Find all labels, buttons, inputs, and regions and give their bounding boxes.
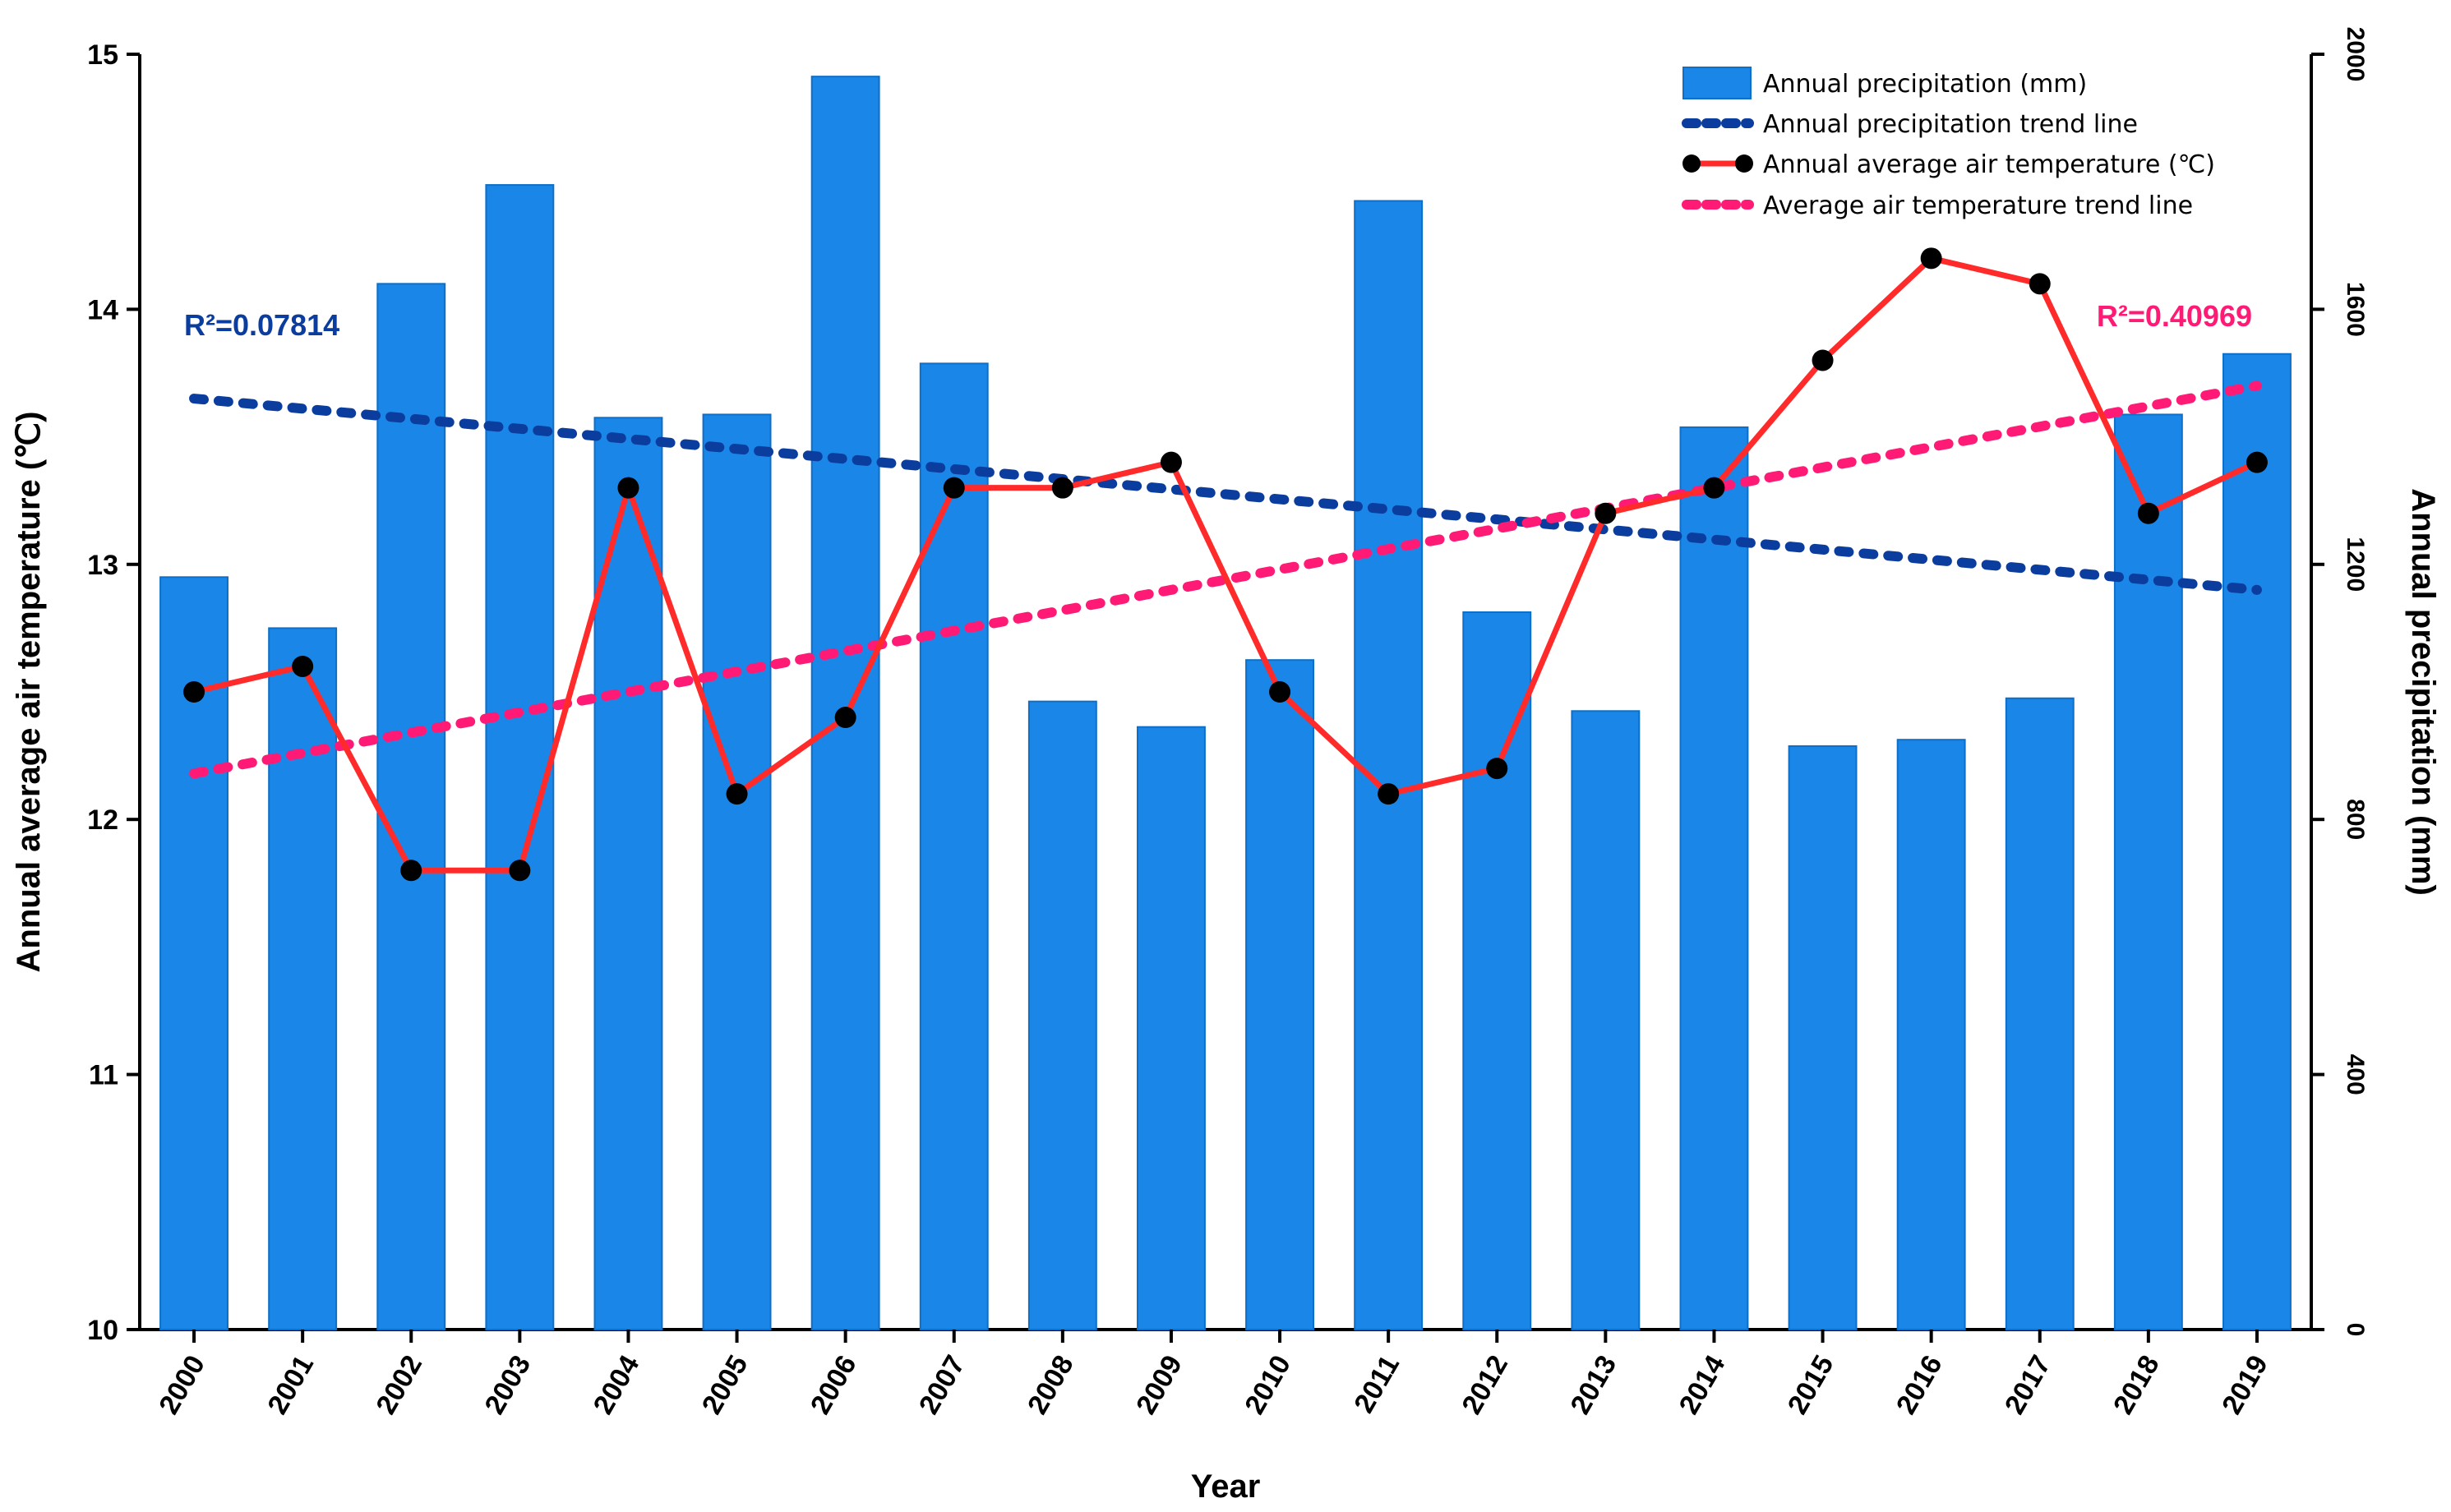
x-tick-label-2010: 2010 — [1239, 1350, 1297, 1420]
precipitation-bar-2015 — [1788, 744, 1858, 1330]
temperature-point-2017 — [2029, 273, 2051, 295]
legend-label-temperature-trend: Average air temperature trend line — [1763, 191, 2193, 220]
temperature-point-2010 — [1269, 681, 1291, 703]
left-tick-label-12: 12 — [87, 804, 118, 836]
precipitation-bar-2017 — [2005, 697, 2075, 1330]
precipitation-bar-2014 — [1679, 426, 1749, 1331]
right-tick-label-800: 800 — [2342, 799, 2369, 840]
x-tick-label-2005: 2005 — [696, 1350, 755, 1420]
legend-swatch-temperature-marker-right — [1735, 154, 1753, 173]
x-tick-label-2004: 2004 — [588, 1350, 646, 1420]
r2-precipitation-annotation: R²=0.07814 — [184, 308, 339, 342]
left-axis-title: Annual average air temperature (℃) — [11, 412, 47, 973]
precipitation-trend-line — [189, 394, 2262, 595]
temperature-point-2016 — [1920, 247, 1942, 270]
precipitation-bar-2011 — [1354, 200, 1424, 1331]
legend-swatch-temperature-marker-left — [1682, 154, 1701, 173]
precipitation-bar-2008 — [1027, 700, 1097, 1330]
precipitation-bar-2012 — [1462, 611, 1532, 1330]
precipitation-bar-2009 — [1136, 726, 1206, 1330]
x-tick-label-2018: 2018 — [2107, 1350, 2166, 1420]
x-tick-label-2000: 2000 — [153, 1350, 211, 1420]
precipitation-bar-2006 — [810, 76, 880, 1330]
x-tick-label-2006: 2006 — [805, 1350, 863, 1420]
temperature-point-2015 — [1812, 349, 1834, 371]
x-axis-title: Year — [1191, 1468, 1261, 1505]
right-tick-label-0: 0 — [2342, 1323, 2369, 1337]
temperature-point-2014 — [1703, 477, 1725, 499]
left-tick-label-10: 10 — [87, 1315, 118, 1346]
temperature-line — [193, 255, 2259, 874]
legend-label-precipitation: Annual precipitation (mm) — [1763, 70, 2087, 99]
right-axis-title: Annual precipitation (mm) — [2405, 488, 2441, 896]
right-tick-label-400: 400 — [2342, 1054, 2369, 1095]
precipitation-bar-2005 — [702, 413, 772, 1331]
temperature-point-2008 — [1051, 477, 1073, 499]
precipitation-bar-2016 — [1896, 739, 1966, 1330]
precipitation-bar-2019 — [2222, 353, 2292, 1331]
right-tick-label-1600: 1600 — [2342, 282, 2369, 337]
precipitation-bar-2010 — [1245, 659, 1315, 1330]
x-tick-label-2001: 2001 — [261, 1350, 320, 1420]
precipitation-bars — [159, 76, 2292, 1331]
temperature-point-2006 — [834, 707, 856, 729]
precipitation-bar-2018 — [2113, 413, 2183, 1331]
x-tick-label-2003: 2003 — [479, 1350, 538, 1420]
temperature-point-2003 — [509, 860, 531, 882]
temperature-point-2013 — [1595, 502, 1617, 524]
temperature-point-2012 — [1486, 758, 1508, 780]
temperature-series — [183, 247, 2268, 882]
x-tick-label-2016: 2016 — [1890, 1350, 1949, 1420]
r2-temperature-annotation: R²=0.40969 — [2097, 299, 2252, 333]
x-tick-label-2014: 2014 — [1673, 1350, 1732, 1420]
left-tick-label-14: 14 — [87, 294, 118, 325]
temperature-point-2001 — [292, 655, 314, 677]
legend-label-precipitation-trend: Annual precipitation trend line — [1763, 110, 2138, 139]
left-tick-label-15: 15 — [87, 39, 118, 71]
precipitation-bar-2002 — [376, 283, 446, 1330]
precipitation-bar-2004 — [593, 417, 663, 1331]
precipitation-bar-2003 — [485, 184, 555, 1331]
temperature-point-2018 — [2137, 502, 2159, 524]
temperature-point-2002 — [400, 860, 422, 882]
temperature-point-2009 — [1160, 451, 1182, 473]
legend-label-temperature: Annual average air temperature (℃) — [1763, 150, 2215, 179]
legend-swatch-precipitation-bar — [1682, 67, 1752, 99]
x-tick-label-2017: 2017 — [1999, 1350, 2057, 1420]
temperature-point-2019 — [2246, 451, 2268, 473]
axes — [138, 54, 2313, 1331]
temperature-point-2005 — [726, 783, 748, 805]
x-tick-label-2008: 2008 — [1022, 1350, 1080, 1420]
temperature-point-2011 — [1378, 783, 1400, 805]
x-tick-label-2002: 2002 — [370, 1350, 428, 1420]
temperature-point-2004 — [617, 477, 639, 499]
x-tick-label-2012: 2012 — [1456, 1350, 1514, 1420]
left-tick-label-11: 11 — [89, 1060, 118, 1091]
x-tick-label-2013: 2013 — [1565, 1350, 1623, 1420]
right-tick-label-1200: 1200 — [2342, 537, 2369, 592]
x-tick-label-2007: 2007 — [913, 1350, 972, 1420]
left-tick-label-13: 13 — [87, 550, 118, 581]
temperature-point-2007 — [943, 477, 965, 499]
temperature-point-2000 — [183, 681, 205, 703]
precipitation-bar-2013 — [1571, 710, 1641, 1330]
x-tick-label-2011: 2011 — [1348, 1350, 1406, 1418]
precipitation-bar-2001 — [268, 627, 338, 1330]
right-tick-label-2000: 2000 — [2342, 27, 2369, 82]
legend: Annual precipitation (mm) Annual precipi… — [1682, 67, 2215, 220]
x-tick-label-2015: 2015 — [1782, 1350, 1840, 1420]
x-tick-label-2009: 2009 — [1130, 1350, 1189, 1420]
x-tick-label-2019: 2019 — [2216, 1350, 2274, 1420]
precipitation-bar-2007 — [919, 362, 989, 1330]
